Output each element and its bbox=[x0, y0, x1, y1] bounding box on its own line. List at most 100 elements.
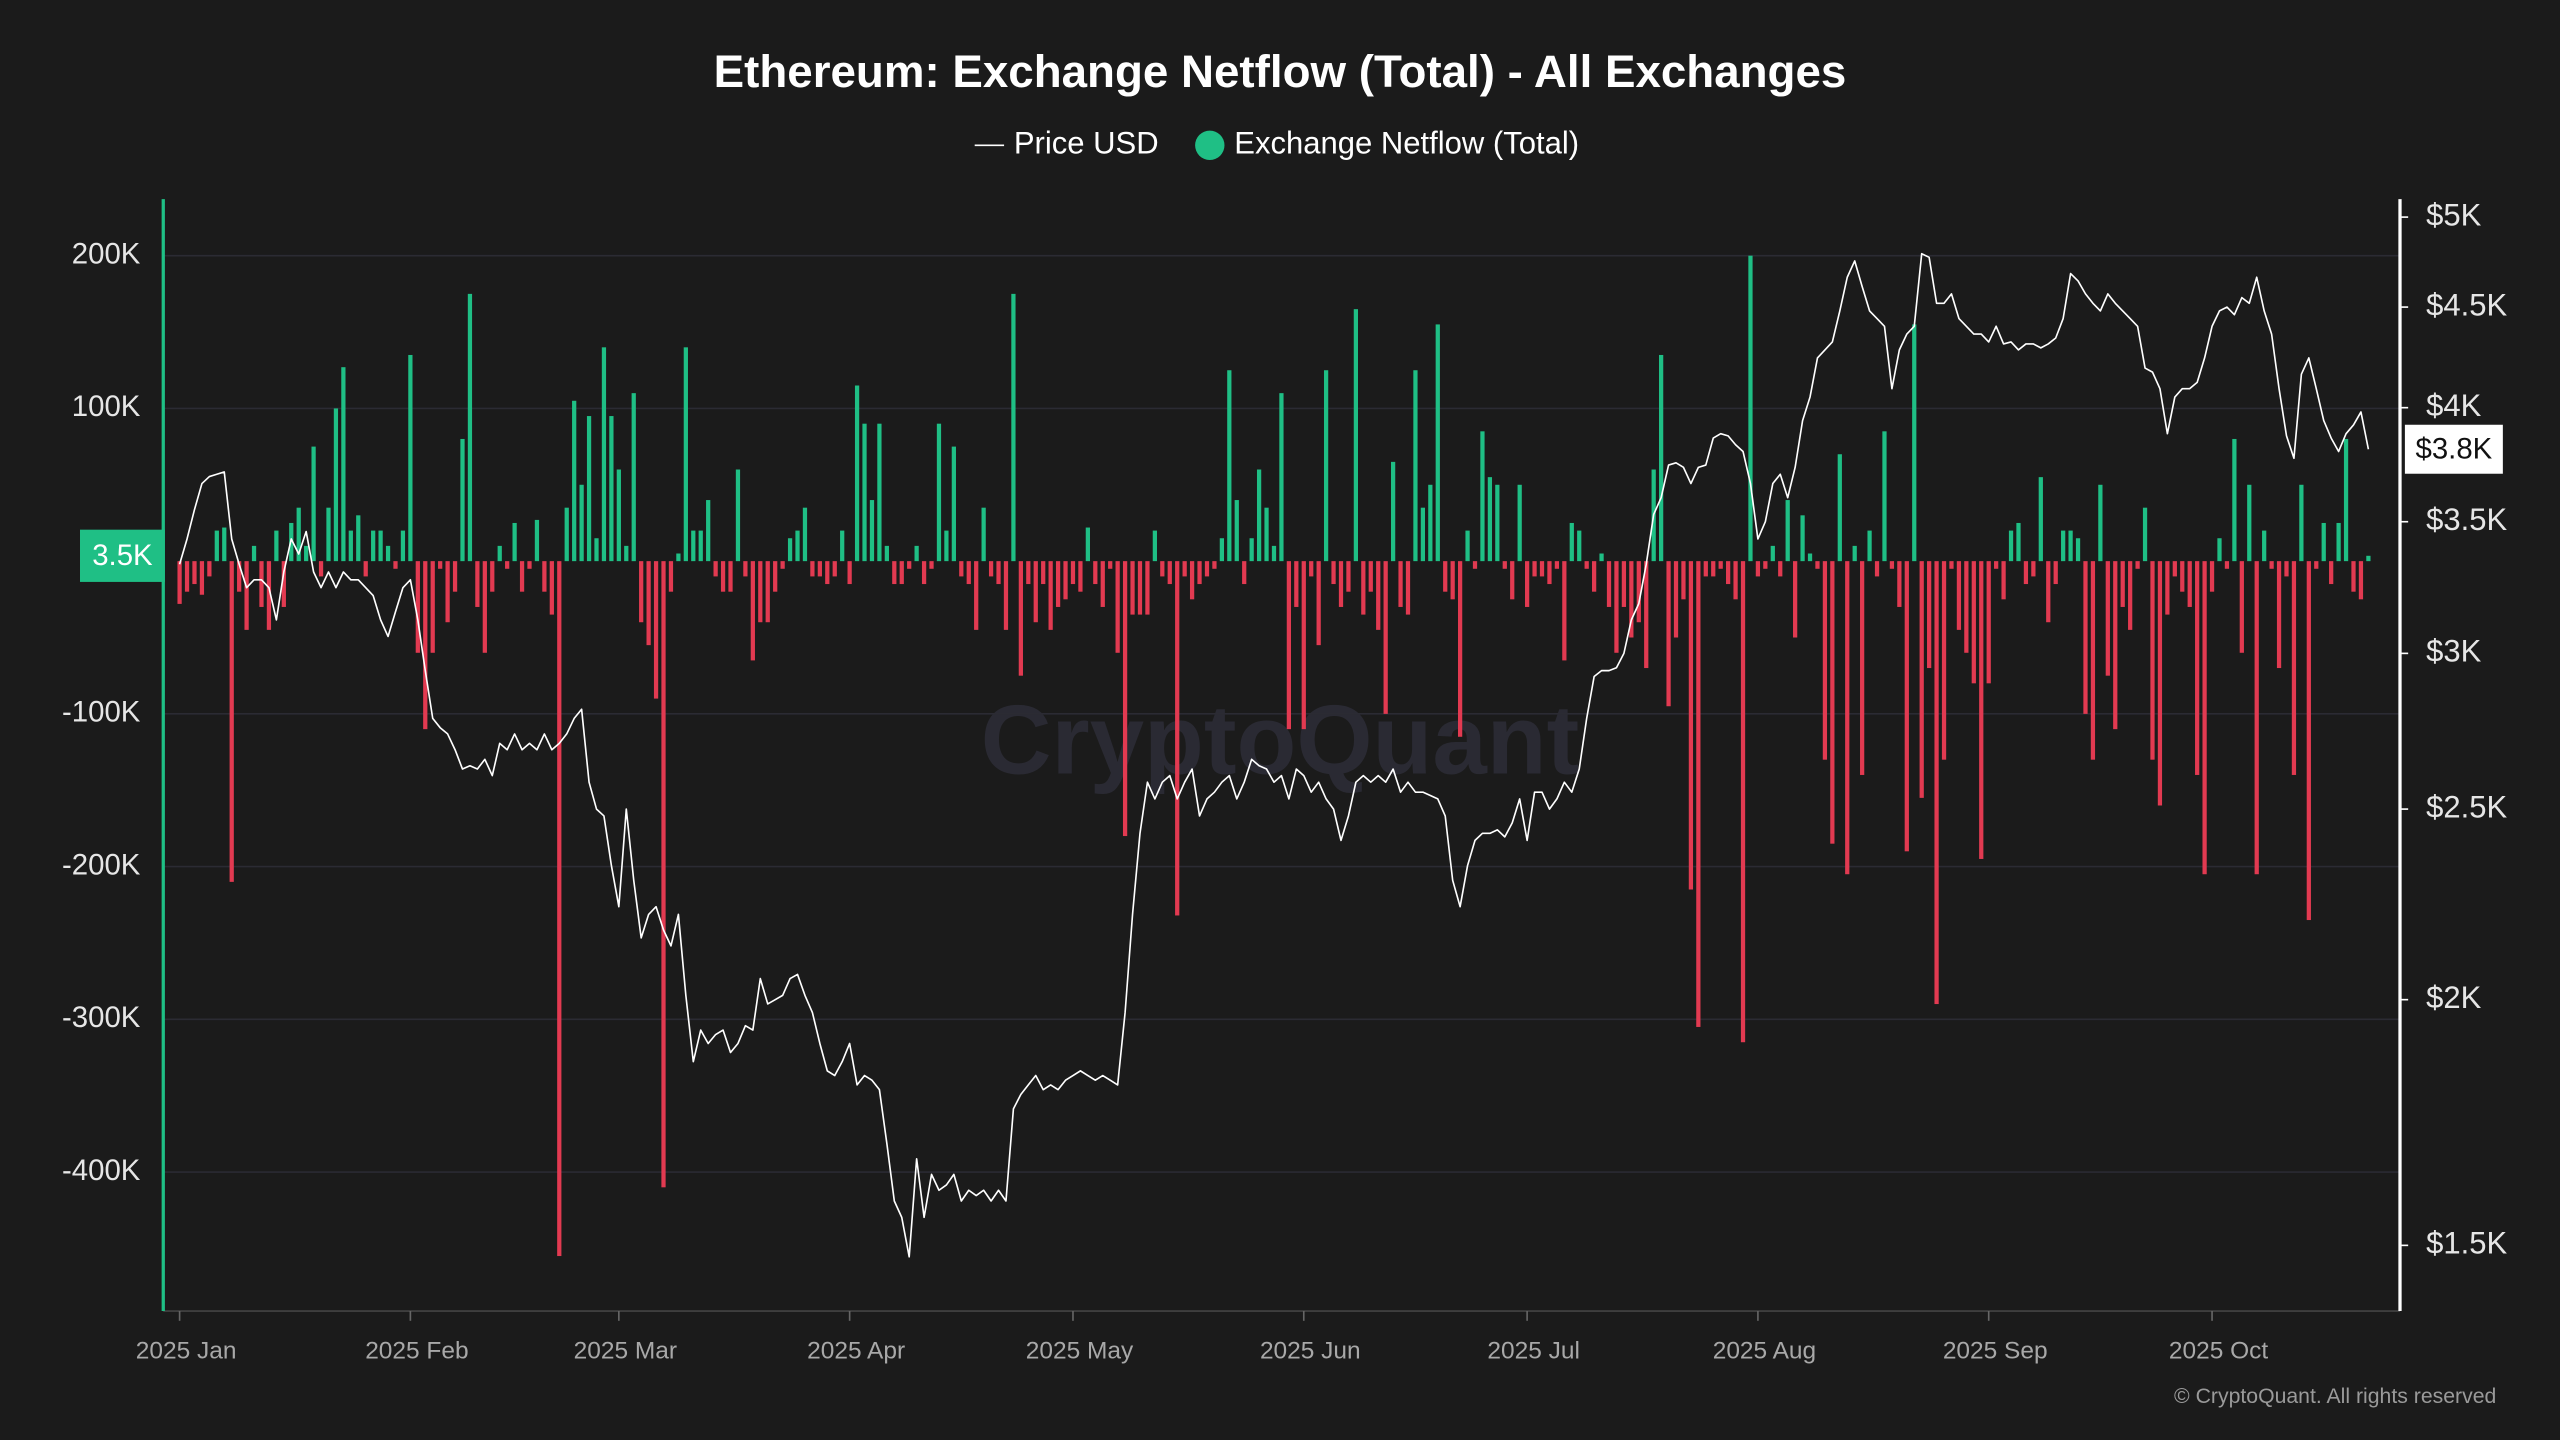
netflow-bar bbox=[892, 561, 897, 585]
netflow-bar bbox=[1666, 561, 1671, 707]
netflow-bar bbox=[1100, 561, 1105, 607]
watermark: CryptoQuant bbox=[981, 685, 1579, 795]
netflow-bar bbox=[490, 561, 495, 592]
netflow-bar bbox=[1569, 522, 1574, 562]
netflow-bar bbox=[475, 561, 480, 607]
netflow-bar bbox=[341, 367, 346, 562]
netflow-last-box bbox=[80, 529, 165, 582]
netflow-bar bbox=[1457, 561, 1463, 737]
netflow-bar bbox=[1793, 561, 1798, 638]
netflow-bar bbox=[698, 530, 703, 562]
y2-tick-label: $5K bbox=[2426, 197, 2481, 232]
y-tick-label: -300K bbox=[62, 1001, 141, 1034]
netflow-bar bbox=[825, 561, 830, 585]
netflow-bar bbox=[2299, 484, 2304, 562]
netflow-bar bbox=[1673, 561, 1679, 638]
netflow-bar bbox=[758, 561, 763, 623]
netflow-bar bbox=[1979, 561, 1984, 859]
netflow-bar bbox=[2284, 561, 2289, 577]
netflow-bar bbox=[1532, 561, 1537, 577]
netflow-bar bbox=[192, 561, 197, 585]
netflow-bar bbox=[1495, 484, 1500, 562]
netflow-bar bbox=[668, 561, 674, 592]
netflow-bar bbox=[1778, 561, 1783, 577]
netflow-bar bbox=[1554, 561, 1560, 569]
netflow-bar bbox=[1309, 561, 1314, 577]
netflow-bar bbox=[1286, 561, 1292, 730]
netflow-bar bbox=[594, 538, 599, 562]
netflow-bar bbox=[1830, 561, 1835, 844]
netflow-bar bbox=[1949, 561, 1954, 569]
netflow-bar bbox=[1659, 354, 1664, 562]
netflow-bar bbox=[1740, 561, 1746, 1043]
netflow-bar bbox=[1584, 561, 1589, 569]
y-tick-label: -100K bbox=[62, 696, 141, 729]
y2-tick-label: $4K bbox=[2426, 388, 2481, 423]
netflow-bar bbox=[1212, 561, 1217, 569]
netflow-bar bbox=[2291, 561, 2297, 775]
netflow-bar bbox=[2351, 561, 2356, 592]
netflow-bar bbox=[1539, 561, 1545, 577]
legend-symbol bbox=[1195, 130, 1225, 160]
netflow-bar bbox=[2217, 538, 2222, 562]
netflow-bar bbox=[1524, 561, 1530, 607]
netflow-bar bbox=[460, 438, 465, 562]
netflow-bar bbox=[1279, 393, 1284, 562]
netflow-bar bbox=[683, 347, 688, 562]
netflow-bar bbox=[311, 446, 316, 562]
netflow-bar bbox=[519, 561, 525, 592]
netflow-bar bbox=[199, 561, 205, 595]
netflow-bar bbox=[1897, 561, 1902, 607]
netflow-bar bbox=[1249, 538, 1254, 562]
chart-title: Ethereum: Exchange Netflow (Total) - All… bbox=[714, 46, 1847, 97]
netflow-bar bbox=[1323, 370, 1329, 562]
netflow-bar bbox=[1055, 561, 1061, 607]
netflow-bar bbox=[1696, 561, 1701, 1027]
netflow-bar bbox=[2001, 561, 2006, 600]
netflow-bar bbox=[2083, 561, 2088, 714]
netflow-bar bbox=[2358, 561, 2364, 600]
netflow-bar bbox=[810, 561, 815, 577]
netflow-bar bbox=[728, 561, 733, 592]
netflow-bar bbox=[2038, 477, 2043, 562]
netflow-bar bbox=[914, 545, 919, 562]
x-tick-label: 2025 Jan bbox=[136, 1337, 237, 1364]
netflow-bar bbox=[1852, 545, 1857, 562]
netflow-bar bbox=[802, 507, 808, 562]
netflow-bar bbox=[1376, 561, 1381, 630]
netflow-bar bbox=[2150, 561, 2155, 760]
x-tick-label: 2025 Aug bbox=[1713, 1337, 1816, 1364]
y2-tick-label: $3.5K bbox=[2426, 502, 2507, 537]
netflow-bar bbox=[661, 561, 666, 1188]
netflow-bar bbox=[1644, 561, 1649, 669]
netflow-bar bbox=[1964, 561, 1969, 653]
netflow-bar bbox=[1018, 561, 1023, 676]
netflow-bar bbox=[951, 446, 956, 562]
netflow-bar bbox=[2016, 522, 2021, 562]
netflow-bar bbox=[1301, 561, 1306, 730]
netflow-bar bbox=[1629, 561, 1634, 638]
netflow-bar bbox=[2209, 561, 2215, 592]
netflow-bar bbox=[1316, 561, 1321, 646]
netflow-bar bbox=[966, 561, 971, 585]
netflow-bar bbox=[1271, 545, 1277, 562]
netflow-bar bbox=[1882, 431, 1887, 562]
netflow-bar bbox=[2105, 561, 2110, 676]
y-tick-label: 100K bbox=[72, 390, 141, 423]
netflow-bar bbox=[1145, 561, 1150, 615]
netflow-bar bbox=[2053, 561, 2058, 585]
netflow-bar bbox=[1822, 561, 1828, 760]
netflow-bar bbox=[1368, 561, 1373, 592]
netflow-bar bbox=[1919, 561, 1924, 798]
netflow-bar bbox=[1986, 561, 1991, 684]
netflow-bar bbox=[564, 507, 569, 562]
netflow-bar bbox=[1063, 561, 1068, 600]
x-tick-label: 2025 Feb bbox=[365, 1337, 468, 1364]
netflow-bar bbox=[2113, 561, 2118, 730]
netflow-bar bbox=[1748, 255, 1753, 562]
netflow-bar bbox=[505, 561, 510, 569]
x-tick-label: 2025 Jun bbox=[1260, 1337, 1361, 1364]
netflow-bar bbox=[1122, 561, 1128, 837]
netflow-bar bbox=[393, 561, 398, 569]
netflow-bar bbox=[423, 561, 428, 730]
